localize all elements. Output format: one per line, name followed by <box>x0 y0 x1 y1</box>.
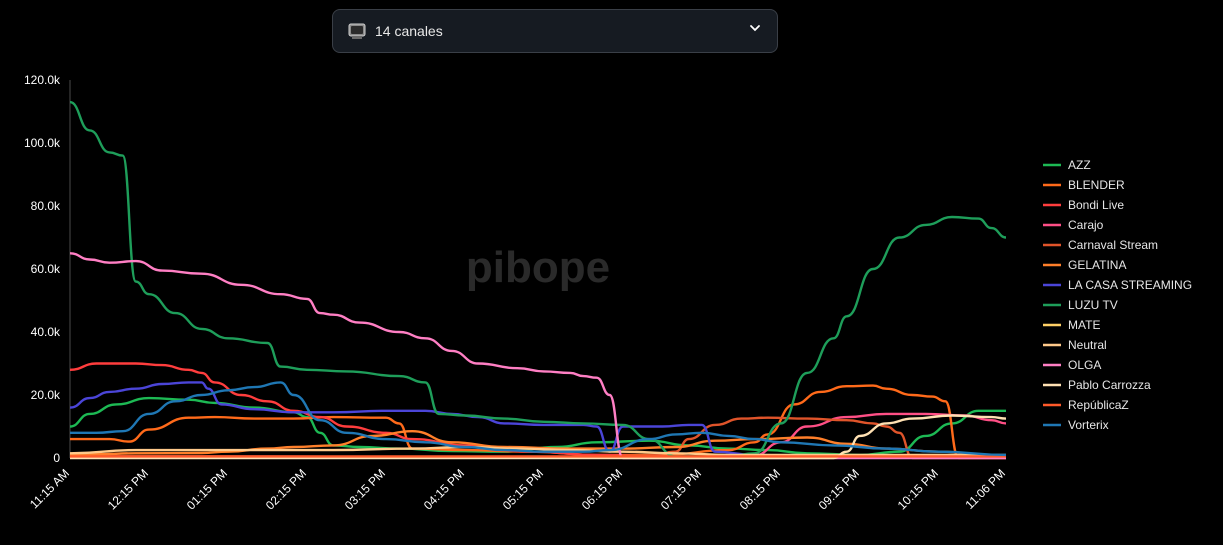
legend-label-gelatina[interactable]: GELATINA <box>1068 258 1126 272</box>
channel-selector-label: 14 canales <box>375 23 443 39</box>
y-tick-label: 100.0k <box>24 136 61 150</box>
x-tick-label: 12:15 PM <box>105 466 151 512</box>
series-line-olga[interactable] <box>69 252 1006 460</box>
legend-label-bondi-live[interactable]: Bondi Live <box>1068 198 1124 212</box>
legend-label-pablo-carrozza[interactable]: Pablo Carrozza <box>1068 378 1151 392</box>
legend-label-neutral[interactable]: Neutral <box>1068 338 1107 352</box>
series-line-pablo-carrozza[interactable] <box>69 414 1007 460</box>
series-line-bondi-live[interactable] <box>69 362 1006 459</box>
legend-label-olga[interactable]: OLGA <box>1068 358 1101 372</box>
y-tick-label: 120.0k <box>24 73 61 87</box>
x-tick-label: 08:15 PM <box>737 466 783 512</box>
legend-label-mate[interactable]: MATE <box>1068 318 1100 332</box>
legend-label-carnaval-stream[interactable]: Carnaval Stream <box>1068 238 1158 252</box>
x-tick-label: 02:15 PM <box>263 466 309 512</box>
x-tick-label: 09:15 PM <box>816 466 862 512</box>
y-tick-label: 60.0k <box>31 262 61 276</box>
y-tick-label: 40.0k <box>31 325 61 339</box>
chevron-down-icon <box>750 25 760 32</box>
y-tick-label: 0 <box>53 451 60 465</box>
channel-selector[interactable]: 14 canales <box>332 9 778 53</box>
legend-label-carajo[interactable]: Carajo <box>1068 218 1104 232</box>
series-line-vorterix[interactable] <box>70 381 1007 457</box>
series-line-luzu-tv[interactable] <box>69 100 1007 458</box>
legend-label-vorterix[interactable]: Vorterix <box>1068 418 1109 432</box>
legend-label-rep-blicaz[interactable]: RepúblicaZ <box>1068 398 1129 412</box>
y-tick-label: 80.0k <box>31 199 61 213</box>
x-tick-label: 01:15 PM <box>184 466 230 512</box>
watermark: pibope <box>466 243 610 292</box>
x-tick-label: 06:15 PM <box>579 466 625 512</box>
x-tick-label: 07:15 PM <box>658 466 704 512</box>
x-tick-label: 10:15 PM <box>895 466 941 512</box>
legend-label-blender[interactable]: BLENDER <box>1068 178 1125 192</box>
tv-icon <box>348 23 366 39</box>
legend-label-la-casa-streaming[interactable]: LA CASA STREAMING <box>1068 278 1192 292</box>
legend-label-luzu-tv[interactable]: LUZU TV <box>1068 298 1118 312</box>
y-tick-label: 20.0k <box>31 388 61 402</box>
x-tick-label: 03:15 PM <box>342 466 388 512</box>
x-tick-label: 11:15 AM <box>27 466 72 511</box>
x-tick-label: 11:06 PM <box>963 466 1009 512</box>
x-tick-label: 05:15 PM <box>500 466 546 512</box>
series-line-gelatina[interactable] <box>69 430 1007 458</box>
x-tick-label: 04:15 PM <box>421 466 467 512</box>
legend-label-azz[interactable]: AZZ <box>1068 158 1091 172</box>
